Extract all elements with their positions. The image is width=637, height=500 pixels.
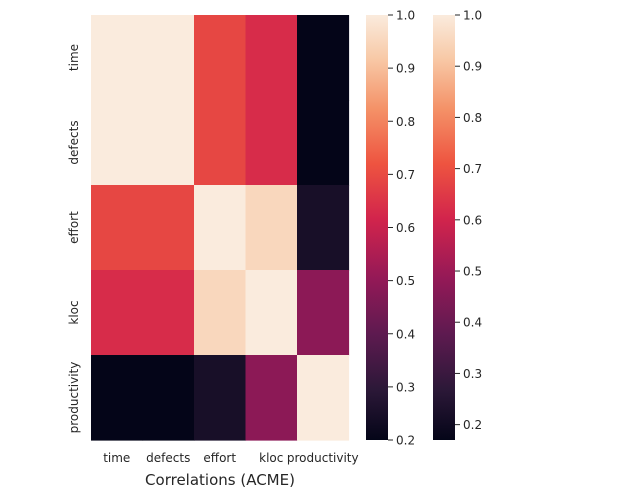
colorbar-tick-label: 0.5: [396, 274, 415, 288]
colorbar-tick-label: 0.5: [463, 265, 482, 279]
colorbar-tick-label: 1.0: [463, 9, 482, 23]
colorbar-tick-label: 0.3: [463, 367, 482, 381]
heatmap-cell-effort-defects: [142, 185, 195, 271]
heatmap-cell-time-productivity: [297, 15, 350, 101]
heatmap-cell-time-effort: [194, 15, 247, 101]
heatmap-cell-kloc-productivity: [297, 270, 350, 356]
colorbar-1: [366, 15, 388, 440]
colorbar-tick-label: 0.6: [463, 213, 482, 227]
heatmap-cell-time-time: [91, 15, 144, 101]
heatmap-cell-effort-effort: [194, 185, 247, 271]
x-tick-label: effort: [203, 451, 236, 465]
y-tick-label: kloc: [67, 300, 81, 324]
y-tick-label: productivity: [67, 362, 81, 434]
heatmap-cell-kloc-kloc: [245, 270, 298, 356]
colorbar-tick-label: 1.0: [396, 9, 415, 23]
heatmap-cell-defects-defects: [142, 100, 195, 186]
colorbar-tick-label: 0.4: [463, 316, 482, 330]
y-tick-labels: time defects effort kloc productivity: [67, 44, 81, 433]
x-tick-label: defects: [146, 451, 190, 465]
x-tick-labels: time defects effort kloc productivity: [103, 451, 358, 465]
heatmap-cell-effort-productivity: [297, 185, 350, 271]
heatmap-cell-productivity-productivity: [297, 355, 350, 441]
heatmap-cell-productivity-defects: [142, 355, 195, 441]
heatmap-cell-effort-time: [91, 185, 144, 271]
colorbar-tick-label: 0.4: [396, 327, 415, 341]
y-tick-label: defects: [67, 120, 81, 164]
colorbar-tick-label: 0.7: [396, 168, 415, 182]
heatmap-cell-kloc-time: [91, 270, 144, 356]
x-tick-label: kloc: [259, 451, 283, 465]
heatmap-cell-defects-kloc: [245, 100, 298, 186]
colorbar-tick-label: 0.9: [463, 60, 482, 74]
heatmap-cell-productivity-effort: [194, 355, 247, 441]
colorbar-tick-label: 0.6: [396, 221, 415, 235]
heatmap-cell-effort-kloc: [245, 185, 298, 271]
heatmap-cell-defects-productivity: [297, 100, 350, 186]
x-tick-label: productivity: [287, 451, 359, 465]
colorbar-tick-label: 0.2: [463, 418, 482, 432]
heatmap-cell-defects-time: [91, 100, 144, 186]
colorbar-tick-label: 0.9: [396, 62, 415, 76]
heatmap-cell-kloc-effort: [194, 270, 247, 356]
colorbar-2: [433, 15, 455, 440]
heatmap-cells: [91, 15, 350, 441]
heatmap-cell-productivity-kloc: [245, 355, 298, 441]
colorbar-tick-label: 0.8: [463, 111, 482, 125]
colorbar-tick-label: 0.7: [463, 162, 482, 176]
heatmap-cell-kloc-defects: [142, 270, 195, 356]
heatmap-cell-time-kloc: [245, 15, 298, 101]
y-tick-label: effort: [67, 211, 81, 244]
colorbar-tick-label: 0.2: [396, 434, 415, 448]
x-axis-label: Correlations (ACME): [145, 471, 295, 489]
colorbar-tick-label: 0.3: [396, 380, 415, 394]
heatmap-cell-time-defects: [142, 15, 195, 101]
heatmap-cell-productivity-time: [91, 355, 144, 441]
colorbar-tick-label: 0.8: [396, 115, 415, 129]
x-tick-label: time: [103, 451, 130, 465]
y-tick-label: time: [67, 44, 81, 71]
heatmap-cell-defects-effort: [194, 100, 247, 186]
colorbars: 0.2 0.3 0.4 0.5 0.6 0.7 0.8 0.9 1.0 0.2 0.3 0.4 0.5 0…: [366, 9, 482, 448]
